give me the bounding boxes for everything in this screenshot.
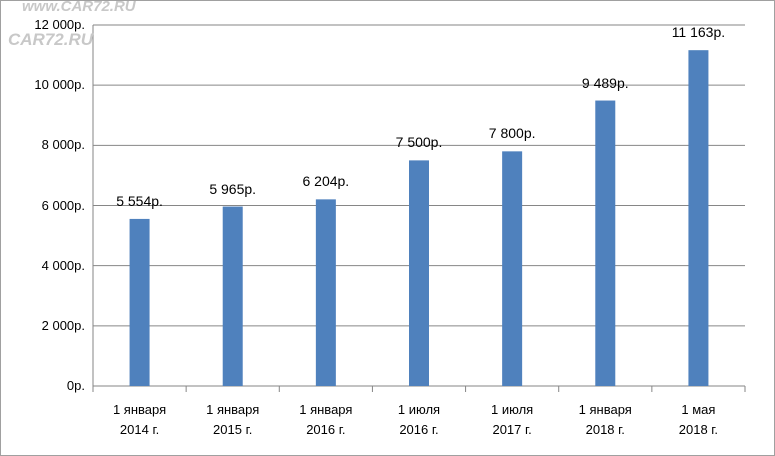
- x-tick-label: 1 января 2014 г.: [112, 402, 167, 437]
- y-tick-label: 0р.: [66, 378, 85, 393]
- y-tick-label: 10 000р.: [34, 77, 85, 93]
- y-tick-label: 2 000р.: [41, 317, 85, 333]
- bar: [129, 218, 150, 386]
- value-label: 11 163р.: [671, 24, 726, 41]
- value-label: 9 489р.: [581, 74, 629, 91]
- bar: [688, 50, 709, 386]
- y-tick-label: 8 000р.: [41, 137, 85, 153]
- x-tick-label: 1 июля 2016 г.: [397, 402, 441, 437]
- y-tick-label: 4 000р.: [41, 257, 85, 273]
- value-label: 7 500р.: [395, 134, 443, 151]
- x-tick-label: 1 января 2016 г.: [299, 402, 353, 437]
- value-label: 6 204р.: [302, 173, 350, 190]
- bar: [222, 206, 243, 386]
- bar: [502, 151, 523, 386]
- y-tick-label: 12 000р.: [34, 17, 85, 32]
- bar: [315, 199, 336, 386]
- x-tick-label: 1 января 2018 г.: [578, 402, 632, 437]
- watermark: CAR72.RU: [8, 30, 94, 49]
- bar: [409, 160, 429, 386]
- value-label: 7 800р.: [488, 125, 536, 142]
- value-label: 5 965р.: [209, 180, 257, 197]
- x-tick-label: 1 июля 2017 г.: [491, 402, 534, 437]
- y-tick-label: 6 000р.: [41, 197, 85, 213]
- watermark: www.CAR72.RU: [22, 0, 136, 15]
- x-tick-label: 1 мая 2018 г.: [678, 402, 719, 437]
- value-label: 5 554р.: [116, 192, 163, 209]
- x-tick-label: 1 января 2015 г.: [206, 402, 260, 437]
- bar: [595, 100, 616, 387]
